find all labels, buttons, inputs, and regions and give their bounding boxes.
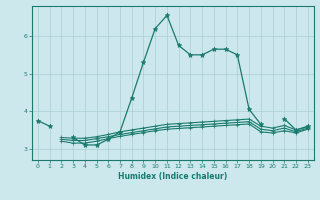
X-axis label: Humidex (Indice chaleur): Humidex (Indice chaleur): [118, 172, 228, 181]
